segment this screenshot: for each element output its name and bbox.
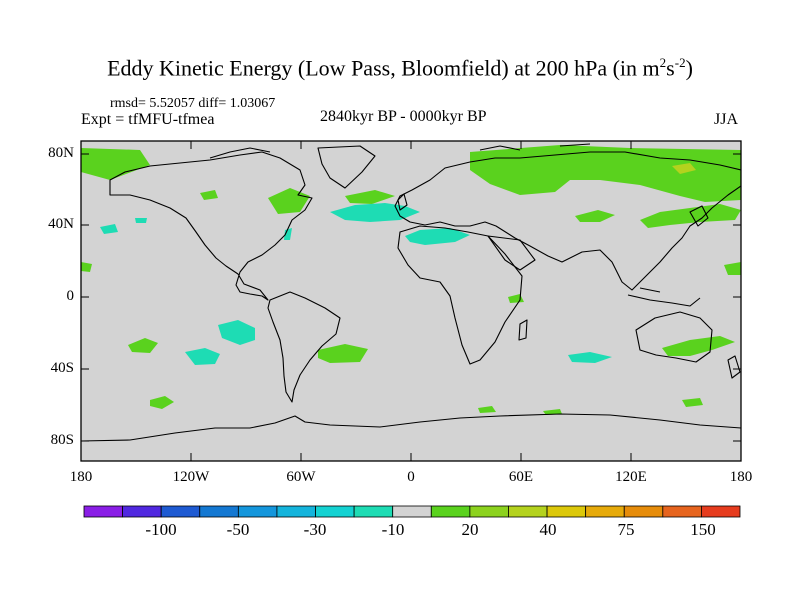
colorbar-label-neg50: -50 [226, 520, 250, 539]
colorbar-box [469, 505, 509, 518]
colorbar-box [623, 505, 664, 518]
strong-positive-siberia [672, 163, 696, 174]
positive-anomaly-alaska [200, 190, 218, 200]
coast-madagascar [518, 319, 528, 341]
negative-anomaly-mediterranean [405, 228, 470, 245]
positive-anomaly-central-asia [575, 210, 615, 222]
positive-anomaly-canada [268, 188, 310, 214]
colorbar-label-150: 150 [690, 520, 716, 539]
lat-label-40n: 40N [48, 216, 74, 232]
colorbar-label-75: 75 [617, 520, 635, 539]
coast-british-isles [397, 193, 408, 211]
coast-arabia [487, 235, 536, 271]
colorbar-box [353, 505, 394, 518]
colorbar-box [662, 505, 702, 518]
coast-indonesia [627, 287, 701, 307]
positive-anomaly-southern-ocean-2 [543, 409, 562, 415]
lat-label-0: 0 [66, 288, 75, 304]
colorbar-label-40: 40 [539, 520, 557, 539]
colorbar-box [315, 505, 355, 518]
chart-title: Eddy Kinetic Energy (Low Pass, Bloomfiel… [107, 55, 693, 81]
coast-south-america [267, 291, 341, 403]
lat-label-40s: 40S [50, 360, 74, 376]
negative-anomaly-indian-ocean-south [568, 352, 612, 363]
map-background [81, 141, 741, 461]
coast-new-zealand [727, 355, 741, 379]
colorbar [83, 505, 741, 518]
coastlines [81, 143, 741, 442]
negative-anomaly-north-atlantic [330, 203, 420, 222]
colorbar-box [546, 505, 587, 518]
positive-anomaly-arctic-west [81, 148, 150, 180]
lon-label-180-left: 180 [69, 469, 93, 485]
colorbar-box [430, 505, 471, 518]
positive-anomaly-north-atlantic [345, 190, 395, 204]
colorbar-box [392, 505, 432, 518]
coast-japan [689, 205, 709, 227]
lon-label-0: 0 [407, 469, 415, 485]
colorbar-box [508, 505, 548, 518]
colorbar-label-neg10: -10 [381, 520, 405, 539]
lon-label-120w: 120W [172, 469, 210, 485]
period-label: 2840kyr BP - 0000kyr BP [320, 108, 487, 125]
lat-label-80n: 80N [48, 145, 74, 161]
positive-anomaly-south-pacific [128, 338, 158, 353]
colorbar-label-neg30: -30 [303, 520, 327, 539]
positive-anomaly-east-asia [640, 204, 741, 228]
positive-anomaly-pacific-small [724, 262, 741, 275]
colorbar-label-20: 20 [461, 520, 479, 539]
colorbar-box [160, 505, 201, 518]
positive-anomaly-west-pacific [81, 262, 92, 272]
rmsd-diff-stats: rmsd= 5.52057 diff= 1.03067 [110, 96, 276, 111]
colorbar-box [701, 505, 741, 518]
negative-anomaly-south-pacific-mid [185, 348, 220, 365]
negative-anomaly-south-pacific-east [218, 320, 255, 345]
colorbar-box [122, 505, 162, 518]
positive-anomaly-southern-ocean-3 [682, 398, 703, 407]
positive-anomaly-southern-ocean-1 [478, 406, 496, 413]
positive-anomaly-south-atlantic [318, 344, 368, 363]
colorbar-label-neg100: -100 [145, 520, 177, 539]
coast-africa [397, 225, 523, 365]
axis-ticks [81, 141, 741, 461]
coast-australia [635, 311, 713, 363]
colorbar-box [585, 505, 625, 518]
coast-europe-asia [394, 151, 741, 291]
coast-north-america [109, 151, 313, 301]
colorbar-box [199, 505, 239, 518]
colorbar-box [83, 505, 123, 518]
coast-antarctica [81, 413, 741, 442]
lon-label-60w: 60W [286, 469, 316, 485]
season-label: JJA [714, 111, 739, 128]
lat-label-80s: 80S [50, 432, 74, 448]
positive-anomaly-south-pacific-far [150, 396, 174, 409]
colorbar-box [276, 505, 316, 518]
experiment-label: Expt = tfMFU-tfmea [81, 111, 215, 128]
negative-anomaly-north-pacific [100, 224, 118, 234]
lon-label-60e: 60E [508, 469, 534, 485]
negative-anomaly-gulf-stream [284, 228, 292, 240]
positive-anomaly-australia [662, 336, 735, 356]
negative-anomaly-pacific-east [135, 218, 147, 223]
coast-arctic-islands [209, 143, 591, 159]
colorbar-box [237, 505, 278, 518]
coast-greenland [317, 145, 376, 189]
lon-label-180-right: 180 [729, 469, 753, 485]
lon-label-120e: 120E [615, 469, 647, 485]
